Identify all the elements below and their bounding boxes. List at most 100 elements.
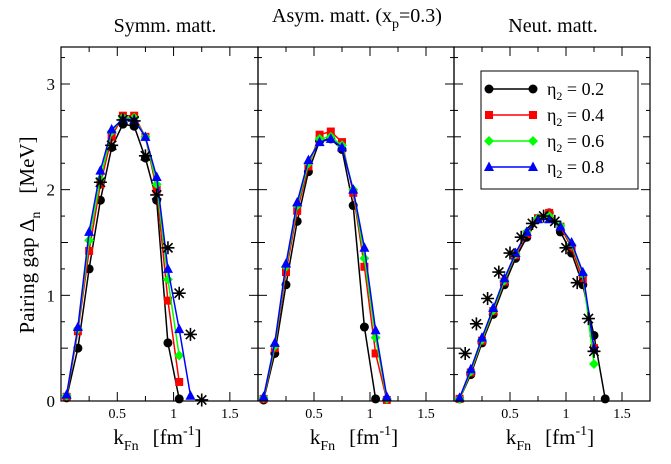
legend-label-symbol: η <box>547 79 556 99</box>
data-point <box>174 350 185 361</box>
y-axis-label-main: Pairing gap Δ <box>15 219 39 334</box>
series-line <box>65 114 180 397</box>
data-point <box>477 332 487 342</box>
legend-label-symbol: η <box>547 131 556 151</box>
data-point <box>555 221 566 231</box>
data-point <box>469 317 483 331</box>
data-point <box>548 214 562 228</box>
data-point <box>325 133 336 143</box>
legend-label-symbol: η <box>547 157 556 177</box>
data-point <box>577 266 588 277</box>
x-tick-label: 0.5 <box>109 407 127 422</box>
legend-label-sub: 2 <box>556 167 562 181</box>
data-point <box>84 226 95 236</box>
data-point <box>499 272 510 283</box>
data-point <box>559 241 573 255</box>
x-axis-label-unit: [fm <box>153 425 183 449</box>
data-point <box>481 291 495 305</box>
data-point <box>127 114 141 128</box>
data-point <box>281 258 291 268</box>
panel-title: Symm. matt. <box>114 15 217 37</box>
x-axis-label-main: k <box>113 425 124 449</box>
x-tick-label: 1.5 <box>221 407 239 422</box>
data-point <box>381 391 392 401</box>
y-tick-label: 2 <box>47 181 56 200</box>
data-point <box>150 188 164 202</box>
legend-label-value: = 0.6 <box>562 131 604 151</box>
series-star <box>458 209 601 360</box>
data-point <box>570 276 584 290</box>
y-tick-label: 0 <box>47 392 56 411</box>
legend-label: η2 = 0.8 <box>547 157 604 181</box>
panel-title: Asym. matt. (xp=0.3) <box>272 5 442 32</box>
data-point <box>359 253 370 264</box>
series-line <box>458 212 606 400</box>
data-point <box>72 321 83 332</box>
panel-title: Neut. matt. <box>508 15 597 37</box>
data-point <box>163 338 173 348</box>
x-axis-label-unit: [fm <box>349 425 379 449</box>
x-axis-label-main: k <box>310 425 321 449</box>
data-point <box>105 138 119 152</box>
data-point <box>151 179 162 190</box>
legend-marker <box>484 84 494 94</box>
data-point <box>525 216 539 230</box>
series-square <box>259 127 391 404</box>
x-axis-label-sub: Fn <box>124 439 139 454</box>
data-point <box>581 312 595 326</box>
x-tick-label: 0.5 <box>501 407 519 422</box>
data-point <box>492 265 506 279</box>
panel-title-post: =0.3) <box>399 5 442 27</box>
data-point <box>587 344 601 358</box>
x-axis-label-unit-close: ] <box>391 425 398 449</box>
data-point <box>326 127 335 136</box>
x-axis-label-sub: Fn <box>320 439 335 454</box>
data-point <box>371 349 380 358</box>
x-axis-label-unit-sup: -1 <box>575 424 587 439</box>
chart-panel-1: Symm. matt. 0.5 1 1.5 0 1 2 3 kFn [fm-1] <box>47 15 259 454</box>
data-point <box>183 327 197 341</box>
y-tick-label: 3 <box>47 75 56 94</box>
data-point <box>292 196 303 207</box>
legend-label-value: = 0.2 <box>562 79 604 99</box>
x-axis-label-unit: [fm <box>545 425 575 449</box>
data-point <box>172 286 186 300</box>
data-point <box>348 184 359 194</box>
series-triangle <box>454 213 599 402</box>
series-triangle <box>258 133 392 401</box>
panel-title-main: Symm. matt. <box>114 15 217 37</box>
x-axis-label-unit-close: ] <box>195 425 202 449</box>
data-point <box>140 131 151 141</box>
x-axis-label-main: k <box>506 425 517 449</box>
panel-title-main: Neut. matt. <box>508 15 597 37</box>
plot-frame <box>453 46 651 402</box>
data-point <box>589 359 599 370</box>
data-point <box>359 322 369 332</box>
data-point <box>370 332 381 343</box>
x-tick-label: 0.5 <box>305 407 323 422</box>
legend-marker <box>529 111 537 119</box>
data-point <box>370 324 381 335</box>
data-point <box>84 235 95 246</box>
x-tick-label: 1 <box>367 407 374 422</box>
legend-marker <box>528 84 538 94</box>
x-axis-label-unit-close: ] <box>587 425 594 449</box>
x-axis-label-unit-sup: -1 <box>379 424 391 439</box>
legend-label-sub: 2 <box>556 89 562 103</box>
data-point <box>151 171 162 181</box>
data-point <box>174 394 184 404</box>
data-point <box>314 136 325 147</box>
legend-label-sub: 2 <box>556 115 562 129</box>
panel-title-sub: p <box>392 17 399 32</box>
data-point <box>85 246 94 255</box>
panel-title-main: Asym. matt. (x <box>272 5 392 27</box>
data-point <box>258 391 269 401</box>
legend-label: η2 = 0.6 <box>547 131 604 155</box>
data-point <box>61 389 72 399</box>
series-star <box>93 113 209 407</box>
data-point <box>162 263 173 273</box>
data-point <box>337 141 347 152</box>
data-point <box>195 393 209 407</box>
legend-label-sub: 2 <box>556 141 562 155</box>
